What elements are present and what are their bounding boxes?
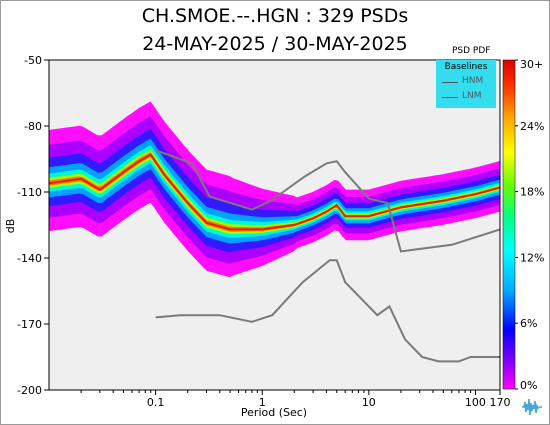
chart-title: CH.SMOE.--.HGN : 329 PSDs: [141, 5, 409, 27]
plot-border: [48, 59, 501, 391]
y-tick-label: -110: [17, 186, 42, 199]
colorbar-tick-label: 6%: [520, 317, 537, 330]
x-axis: 0.1 1 10 100 170: [80, 390, 511, 409]
colorbar-tick-label: 0%: [520, 379, 537, 392]
legend-line-lnm: [442, 97, 458, 98]
legend-entry-hnm: HNM: [462, 76, 484, 86]
x-tick-label: 1: [259, 396, 266, 409]
colorbar-title: PSD PDF: [452, 46, 491, 56]
x-tick-label: 170: [490, 396, 511, 409]
baseline-lines: [155, 149, 500, 363]
y-tick-label: -170: [17, 318, 42, 331]
colorbar-tick-label: 24%: [520, 120, 544, 133]
y-tick-label: -80: [24, 120, 42, 133]
colorbar: [502, 59, 516, 390]
legend-line-hnm: [442, 82, 458, 83]
y-tick-label: -200: [17, 384, 42, 397]
colorbar-tick-label: 12%: [520, 251, 544, 264]
x-tick-label: 10: [362, 396, 376, 409]
y-tick-label: -140: [17, 252, 42, 265]
hnm-line: [155, 149, 500, 253]
chart-subtitle: 24-MAY-2025 / 30-MAY-2025: [142, 33, 408, 55]
x-tick-label: 100: [465, 396, 486, 409]
x-axis-label: Period (Sec): [241, 406, 307, 419]
legend-title: Baselines: [444, 62, 488, 72]
y-axis: -50 -80 -110 -140 -170 -200: [17, 54, 49, 397]
mode-line: [49, 153, 500, 231]
baselines-legend: Baselines HNM LNM: [436, 60, 496, 108]
x-tick-label: 0.1: [147, 396, 165, 409]
y-axis-label: dB: [4, 219, 17, 234]
legend-entry-lnm: LNM: [462, 91, 482, 101]
y-tick-label: -50: [24, 54, 42, 67]
colorbar-tick-label: 30+: [520, 58, 543, 71]
colorbar-ticks: 30+ 24% 18% 12% 6% 0%: [515, 58, 544, 392]
waveform-logo-icon: [522, 398, 542, 416]
colorbar-tick-label: 18%: [520, 186, 544, 199]
lnm-line: [155, 259, 500, 363]
